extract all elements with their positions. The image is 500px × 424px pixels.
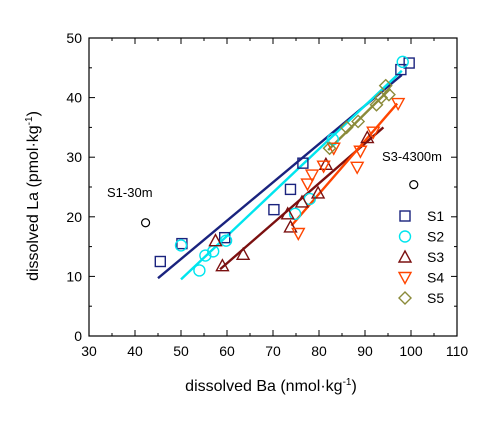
- legend-label-s4: S4: [427, 270, 444, 286]
- y-tick-label: 10: [66, 268, 82, 284]
- point-s4: [366, 126, 381, 140]
- plot-frame: [88, 37, 458, 337]
- point-s1: [403, 57, 415, 69]
- legend: S1 S2 S3 S4 S5: [397, 208, 444, 306]
- point-s2: [199, 249, 212, 262]
- point-s3: [208, 233, 223, 247]
- x-tick-label: 70: [265, 343, 281, 359]
- point-s2: [174, 239, 188, 252]
- legend-label-s1: S1: [427, 208, 444, 224]
- outlier-point: [140, 218, 151, 228]
- point-s4: [350, 161, 365, 175]
- point-s5: [339, 120, 354, 135]
- point-s3: [235, 246, 251, 261]
- x-axis-title: dissolved Ba (nmol·kg-1): [185, 377, 357, 395]
- x-tick-label: 60: [219, 343, 235, 359]
- legend-label-s3: S3: [427, 249, 444, 265]
- y-tick-label: 40: [66, 90, 82, 106]
- outlier-point: [409, 180, 419, 190]
- point-s4: [390, 97, 406, 112]
- legend-label-s2: S2: [427, 229, 444, 245]
- point-s2: [288, 207, 302, 221]
- x-tick-label: 100: [399, 343, 423, 359]
- point-s2: [219, 234, 233, 247]
- legend-marker-s1: [399, 210, 411, 222]
- point-s4: [291, 227, 306, 241]
- fit-line-s2: [180, 69, 403, 281]
- y-tick-label: 0: [74, 328, 82, 344]
- point-s5: [374, 90, 389, 105]
- point-s1: [284, 183, 297, 196]
- point-s1: [297, 157, 309, 169]
- y-tick-label: 30: [66, 149, 82, 165]
- point-s5: [381, 87, 396, 102]
- point-s1: [268, 203, 280, 216]
- y-tick-label: 50: [66, 30, 82, 46]
- point-s3: [283, 219, 298, 233]
- point-s4: [353, 145, 368, 159]
- point-s5: [322, 141, 337, 156]
- x-tick-label: 90: [357, 343, 373, 359]
- axis-tick-labels: 30 40 50 60 70 80 90 100 110 0 10 20 30 40 50: [66, 30, 468, 359]
- point-s4: [304, 169, 320, 183]
- annotation-s3-4300m: S3-4300m: [382, 149, 442, 164]
- point-s3: [310, 185, 326, 199]
- point-s2: [396, 55, 409, 69]
- point-s5: [351, 114, 366, 129]
- data-markers: [140, 55, 419, 277]
- point-s1: [395, 63, 407, 76]
- point-s2: [193, 264, 206, 277]
- x-tick-label: 40: [127, 343, 143, 359]
- point-s3: [215, 258, 230, 272]
- fit-line-s4: [290, 102, 399, 227]
- legend-marker-s2: [398, 230, 412, 243]
- point-s1: [154, 255, 167, 268]
- legend-marker-s5: [398, 291, 412, 305]
- legend-marker-s3: [397, 249, 413, 263]
- point-s3: [294, 194, 310, 208]
- x-tick-label: 30: [81, 343, 97, 359]
- y-tick-label: 20: [66, 209, 82, 225]
- regression-lines: [157, 69, 403, 281]
- point-s1: [218, 231, 231, 244]
- point-s3: [360, 130, 375, 144]
- point-s4: [300, 178, 315, 192]
- legend-label-s5: S5: [427, 290, 444, 306]
- point-s3: [280, 206, 295, 220]
- y-axis-title: dissolved La (pmol·kg-1): [24, 111, 42, 281]
- x-tick-label: 50: [173, 343, 189, 359]
- x-tick-label: 110: [446, 343, 469, 359]
- point-s4: [326, 142, 341, 156]
- point-s4: [316, 160, 331, 174]
- x-tick-label: 80: [311, 343, 327, 359]
- annotation-s1-30m: S1-30m: [107, 185, 153, 200]
- legend-marker-s4: [397, 271, 413, 285]
